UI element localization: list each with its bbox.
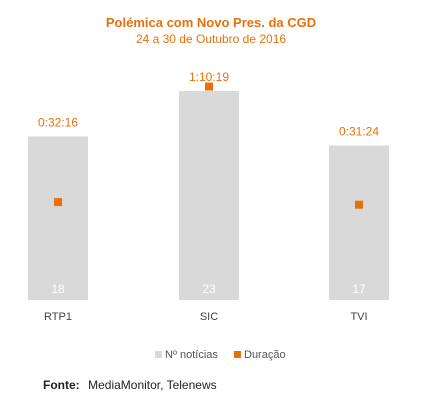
- plot-area: 18 0:32:16 RTP1 23 1:10:19 SIC 17 0:31:24 TVI: [28, 70, 389, 323]
- data-label-duration-tvi: 0:31:24: [339, 125, 379, 139]
- marker-duration-tvi: [355, 200, 363, 209]
- data-label-duration-rtp1: 0:32:16: [38, 115, 78, 129]
- bar-count-sic: [179, 91, 239, 300]
- bar-count-rtp1: [28, 136, 88, 300]
- legend: Nº notícias Duração: [155, 349, 286, 361]
- legend-swatch-count: [155, 351, 162, 358]
- data-label-count-tvi: 17: [352, 282, 366, 296]
- legend-swatch-duration: [234, 351, 241, 358]
- source-line: Fonte: MediaMonitor, Telenews: [43, 376, 217, 393]
- tick-label-rtp1: RTP1: [44, 311, 72, 323]
- chart-subtitle: 24 a 30 de Outubro de 2016: [136, 32, 286, 46]
- data-label-duration-sic: 1:10:19: [189, 70, 229, 84]
- tick-label-tvi: TVI: [350, 311, 367, 323]
- marker-duration-sic: [205, 82, 213, 91]
- data-label-count-rtp1: 18: [51, 282, 65, 296]
- marker-duration-rtp1: [54, 198, 62, 207]
- legend-label-count: Nº notícias: [165, 349, 218, 361]
- tick-label-sic: SIC: [200, 311, 218, 323]
- chart-title: Polémica com Novo Pres. da CGD: [106, 15, 316, 30]
- legend-label-duration: Duração: [244, 349, 286, 361]
- data-label-count-sic: 23: [202, 282, 216, 296]
- source-label: Fonte:: [43, 378, 80, 392]
- bar-count-tvi: [329, 145, 389, 300]
- source-value: MediaMonitor, Telenews: [88, 378, 217, 392]
